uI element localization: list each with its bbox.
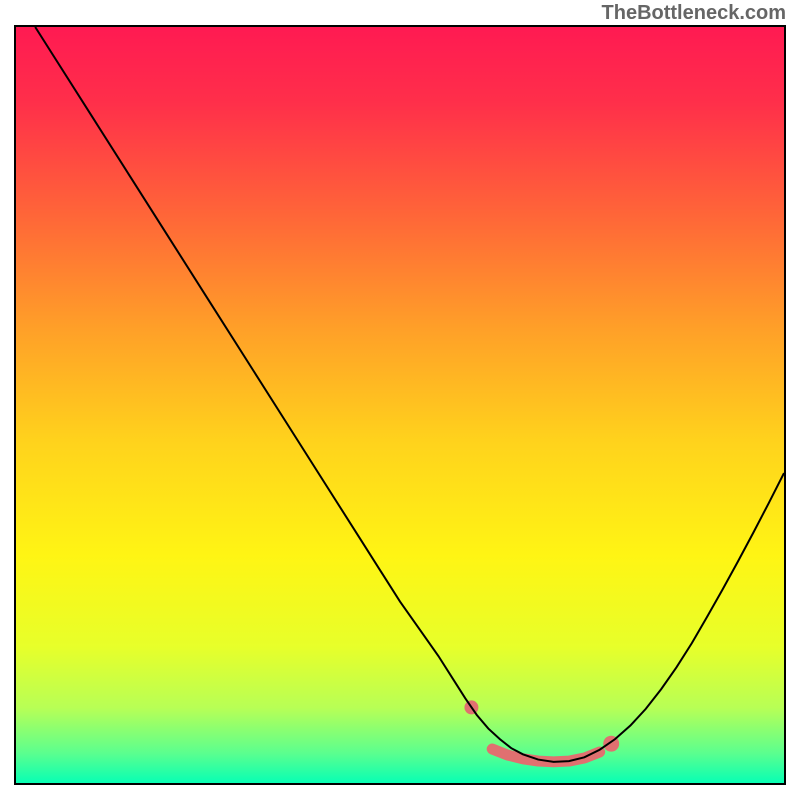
curves-layer: [16, 27, 784, 783]
chart-container: TheBottleneck.com: [0, 0, 800, 800]
plot-area: [14, 25, 786, 785]
watermark-text: TheBottleneck.com: [602, 2, 786, 25]
bottleneck-curve: [35, 27, 784, 762]
